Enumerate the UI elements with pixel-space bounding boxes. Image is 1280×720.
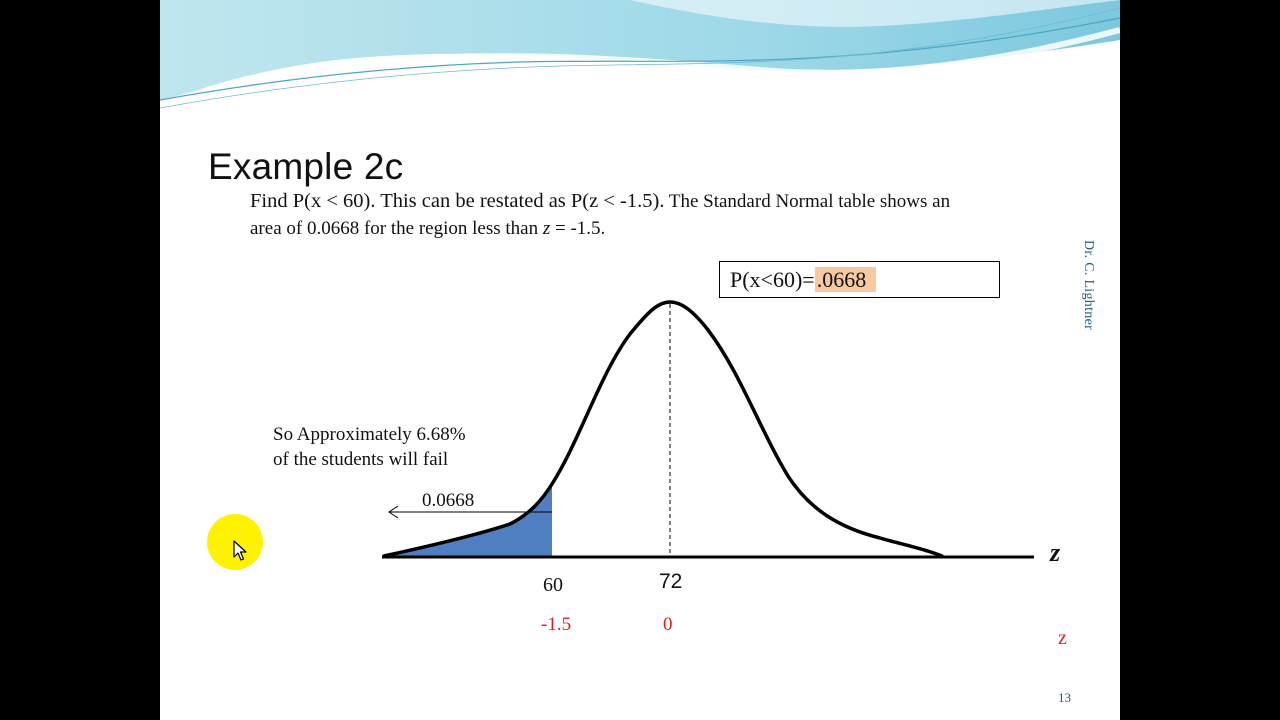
author-credit: Dr. C. Lightner [1081,240,1096,331]
z-variable: z [542,218,551,239]
problem-text-part-3: area of 0.0668 for the region less than [250,218,539,239]
area-arrow-head [388,505,399,519]
fail-note-line-1: So Approximately 6.68% [273,424,466,445]
problem-text-line-1: Find P(x < 60). This can be restated as … [250,190,950,213]
z-label-zero: 0 [663,614,673,635]
problem-text-part-4: = -1.5. [550,218,606,239]
problem-text-part-2: The Standard Normal table shows an [664,191,951,212]
fail-note-line-2: of the students will fail [273,449,449,470]
fail-note: So Approximately 6.68% of the students w… [273,422,466,472]
axis-variable-z: z [1049,538,1061,567]
x-label-60: 60 [543,574,563,596]
problem-text-part-1: Find P(x < 60). This can be restated as … [250,190,665,212]
area-label: 0.0668 [422,490,474,511]
z-label-neg: -1.5 [541,614,571,635]
normal-curve-graph: 0.0668 60 72 -1.5 0 z z [382,300,1067,649]
answer-value: .0668 [814,267,877,292]
z-side-label: z [1058,627,1067,649]
page-number: 13 [1058,690,1071,705]
header-wave-decoration [160,0,1120,109]
slide: Example 2c Find P(x < 60). This can be r… [160,0,1120,720]
answer-box: P(x<60)=.0668 [719,261,1000,298]
bell-curve [382,300,944,558]
slide-title: Example 2c [208,146,404,187]
problem-text-line-2: area of 0.0668 for the region less than … [250,218,605,240]
shaded-tail-region [384,484,552,557]
mouse-pointer-icon [233,540,247,561]
answer-label: P(x<60)= [730,267,815,292]
x-label-72: 72 [659,570,682,593]
